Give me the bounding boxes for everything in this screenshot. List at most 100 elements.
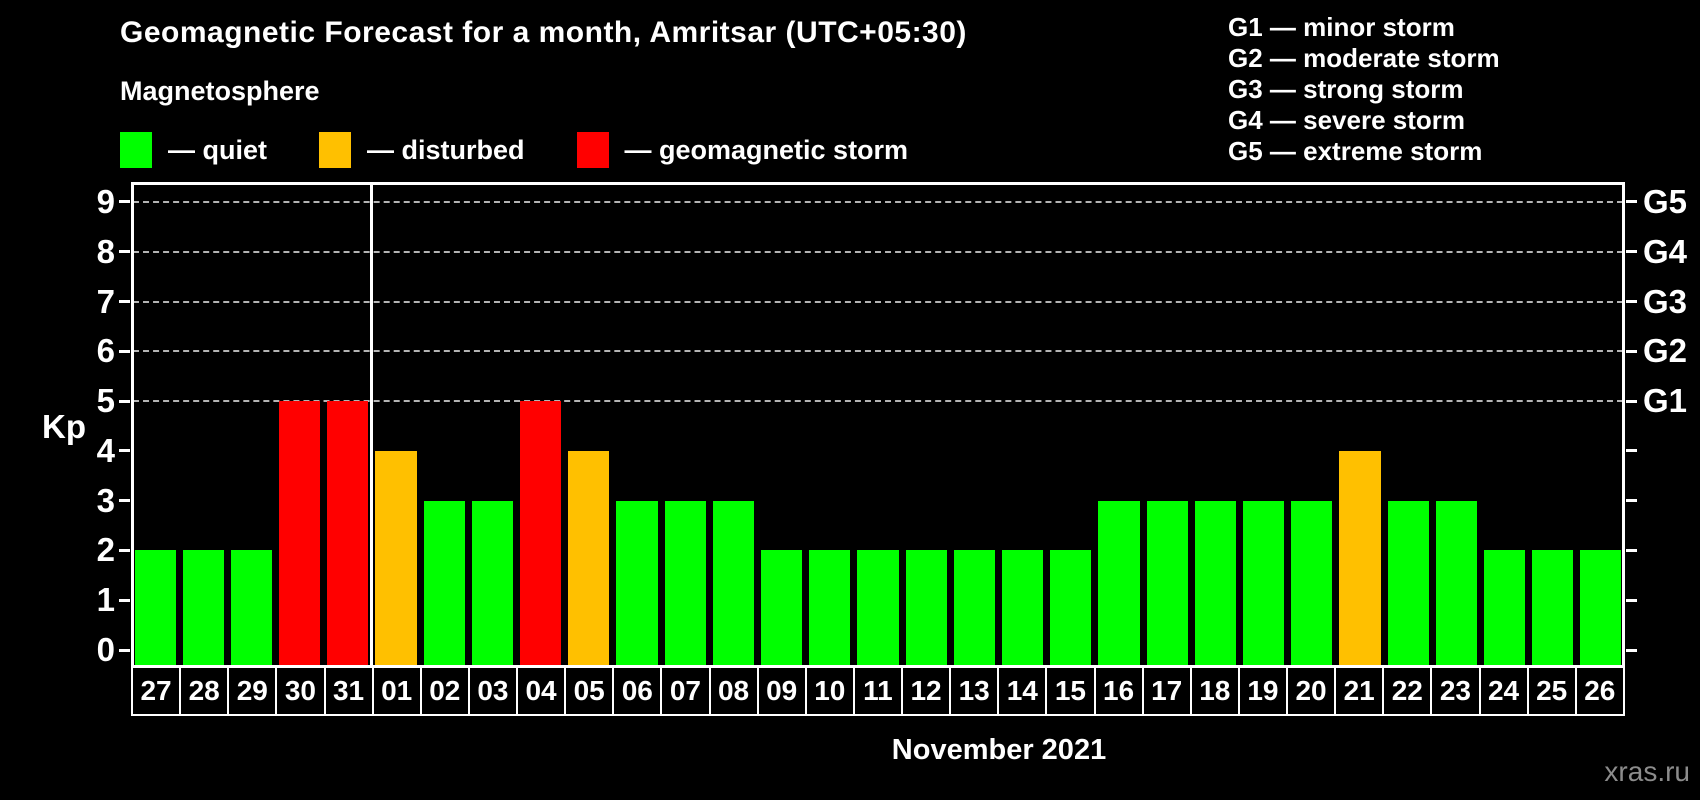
gridline-kp6 — [133, 350, 1623, 353]
bar-day-04 — [520, 401, 562, 668]
day-label-25: 25 — [1526, 666, 1577, 716]
day-label-19: 19 — [1237, 666, 1288, 716]
g-tick-label-g5: G5 — [1643, 182, 1688, 220]
legend-item-quiet: — quiet — [120, 132, 267, 168]
day-label-17: 17 — [1141, 666, 1192, 716]
right-tick-3 — [1626, 499, 1637, 503]
day-label-09: 09 — [756, 666, 807, 716]
bar-day-15 — [1050, 550, 1092, 668]
g-tick-label-g4: G4 — [1643, 232, 1688, 270]
storm-swatch-icon — [576, 132, 609, 168]
right-tick-5 — [1626, 399, 1637, 403]
day-label-22: 22 — [1382, 666, 1433, 716]
day-label-16: 16 — [1093, 666, 1144, 716]
day-label-03: 03 — [467, 666, 518, 716]
bar-day-22 — [1387, 500, 1429, 668]
day-label-01: 01 — [371, 666, 422, 716]
kp-bar-chart: 0 1 2 3 4 5 6 7 8 9 G1 G2 G3 G4 G5 — [97, 182, 1687, 668]
day-label-15: 15 — [1045, 666, 1096, 716]
page-title: Geomagnetic Forecast for a month, Amrits… — [120, 16, 967, 49]
bar-day-14 — [1001, 550, 1044, 668]
y-tick-label-1: 1 — [96, 581, 115, 619]
watermark: xras.ru — [1604, 756, 1690, 787]
y-tick-label-7: 7 — [96, 282, 115, 320]
day-label-04: 04 — [516, 666, 567, 716]
g-legend-line-2: G2 — moderate storm — [1228, 43, 1500, 73]
bar-day-19 — [1242, 500, 1285, 668]
g-legend-line-3: G3 — strong storm — [1228, 74, 1464, 104]
left-tick-0 — [119, 648, 130, 652]
left-tick-4 — [119, 449, 130, 453]
left-tick-8 — [119, 250, 130, 254]
left-tick-5 — [119, 399, 130, 403]
bar-day-02 — [423, 500, 465, 668]
bar-day-25 — [1532, 550, 1574, 668]
day-label-20: 20 — [1286, 666, 1337, 716]
gridline-kp5 — [133, 400, 1623, 403]
right-tick-9 — [1626, 200, 1637, 204]
bar-day-01 — [375, 450, 417, 668]
bar-day-28 — [182, 550, 224, 668]
right-tick-2 — [1626, 548, 1637, 552]
bar-day-16 — [1098, 500, 1140, 668]
x-axis-day-labels: 27 28 29 30 31 01 02 03 04 05 06 07 08 09 10 11 12 13 14 15… — [131, 666, 1625, 716]
day-label-11: 11 — [852, 666, 903, 716]
day-label-31: 31 — [323, 666, 374, 716]
day-label-02: 02 — [419, 666, 470, 716]
bar-day-18 — [1194, 500, 1236, 668]
bar-day-09 — [761, 550, 803, 668]
bar-day-06 — [616, 500, 658, 668]
bar-day-17 — [1146, 500, 1188, 668]
bar-day-13 — [953, 550, 995, 668]
day-label-18: 18 — [1189, 666, 1240, 716]
g-tick-label-g3: G3 — [1643, 282, 1688, 320]
day-label-26: 26 — [1574, 666, 1625, 716]
left-tick-1 — [119, 598, 130, 602]
day-label-12: 12 — [901, 666, 952, 716]
bar-day-07 — [664, 500, 706, 668]
left-tick-3 — [119, 499, 130, 503]
y-tick-label-2: 2 — [96, 531, 115, 569]
g-legend-line-1: G1 — minor storm — [1228, 12, 1455, 42]
gridline-kp8 — [133, 250, 1623, 253]
bar-day-30 — [279, 401, 321, 668]
day-label-14: 14 — [997, 666, 1048, 716]
right-tick-0 — [1626, 648, 1637, 652]
legend-label-disturbed: — disturbed — [367, 134, 525, 165]
right-tick-4 — [1626, 449, 1637, 453]
day-label-06: 06 — [612, 666, 663, 716]
legend-label-quiet: — quiet — [168, 134, 267, 165]
bar-day-12 — [905, 550, 947, 668]
bar-day-05 — [568, 450, 610, 668]
magnetosphere-label: Magnetosphere — [120, 76, 320, 106]
g-legend-line-4: G4 — severe storm — [1228, 105, 1466, 135]
day-label-13: 13 — [949, 666, 1000, 716]
right-tick-1 — [1626, 598, 1637, 602]
bar-day-24 — [1483, 550, 1526, 668]
y-tick-label-6: 6 — [96, 332, 115, 370]
left-tick-9 — [119, 200, 130, 204]
y-tick-label-5: 5 — [96, 382, 115, 420]
day-label-23: 23 — [1430, 666, 1481, 716]
day-label-24: 24 — [1478, 666, 1529, 716]
bar-day-31 — [327, 401, 369, 668]
legend-label-storm: — geomagnetic storm — [624, 134, 909, 165]
day-label-30: 30 — [275, 666, 326, 716]
day-label-08: 08 — [708, 666, 759, 716]
y-tick-label-4: 4 — [96, 431, 115, 469]
bar-day-23 — [1435, 500, 1477, 668]
bar-day-08 — [712, 500, 754, 668]
bar-day-03 — [471, 500, 514, 668]
disturbed-swatch-icon — [319, 132, 351, 168]
bar-day-26 — [1580, 550, 1622, 668]
legend-item-storm: — geomagnetic storm — [576, 132, 909, 168]
y-tick-label-3: 3 — [96, 481, 115, 519]
y-tick-label-9: 9 — [96, 182, 115, 220]
y-tick-label-8: 8 — [96, 232, 115, 270]
y-tick-label-0: 0 — [96, 631, 115, 668]
gridline-kp9 — [133, 200, 1623, 203]
left-tick-2 — [119, 548, 130, 552]
month-separator-line — [370, 182, 374, 668]
legend-item-disturbed: — disturbed — [319, 132, 525, 168]
